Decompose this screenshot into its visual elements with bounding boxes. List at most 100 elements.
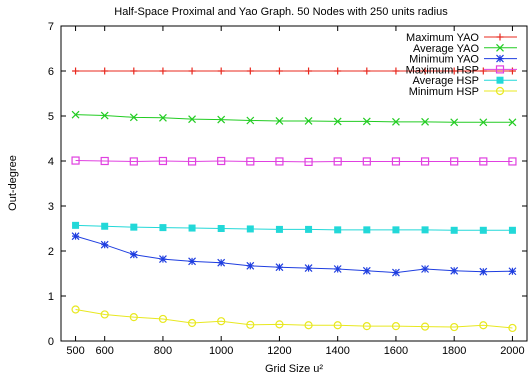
data-point <box>304 157 313 166</box>
data-point <box>305 67 313 75</box>
data-point <box>72 67 80 75</box>
data-point <box>391 157 401 166</box>
data-point <box>333 117 342 126</box>
data-point <box>71 232 80 241</box>
data-point <box>362 157 371 166</box>
data-point <box>333 157 342 166</box>
data-point <box>275 117 284 125</box>
series-line <box>75 160 513 163</box>
x-tick-label: 1000 <box>209 345 233 357</box>
data-point <box>334 67 342 75</box>
axis-ticks: 500 600 800 1000 1200 1400 1600 1800 2000 0 1 2 3 4 5 6… <box>48 21 527 357</box>
data-point <box>217 258 226 267</box>
series-6 <box>71 305 517 333</box>
data-point <box>392 268 400 277</box>
legend-label: Average YAO <box>413 43 479 55</box>
data-point <box>421 117 429 126</box>
data-point <box>100 310 109 319</box>
y-tick-label: 5 <box>48 111 54 123</box>
data-point <box>362 322 371 331</box>
legend-label: Maximum YAO <box>406 32 479 44</box>
data-point <box>421 265 429 273</box>
data-point <box>305 225 313 233</box>
data-point <box>217 67 225 75</box>
x-tick-label: 2000 <box>500 345 524 357</box>
data-point <box>72 221 80 229</box>
x-tick-label: 800 <box>154 345 172 357</box>
y-tick-label: 2 <box>48 246 54 258</box>
data-point <box>421 67 429 75</box>
legend-marker <box>495 65 505 74</box>
plot-frame <box>60 25 528 342</box>
data-point <box>246 320 255 329</box>
series-5 <box>72 221 516 234</box>
legend-marker <box>496 76 504 84</box>
data-point <box>187 157 197 166</box>
data-point <box>420 322 430 331</box>
data-point <box>391 322 401 331</box>
data-point <box>479 67 487 75</box>
data-point <box>362 266 371 275</box>
data-point <box>159 113 167 122</box>
data-point <box>100 111 109 120</box>
data-point <box>304 117 313 125</box>
data-point <box>158 156 168 166</box>
data-point <box>450 226 458 234</box>
data-point <box>187 318 197 328</box>
data-point <box>275 67 283 75</box>
data-point <box>71 305 80 314</box>
data-point <box>479 267 488 276</box>
data-point <box>304 264 313 273</box>
series-line <box>75 224 513 231</box>
series-1 <box>72 67 516 75</box>
legend-marker <box>496 33 504 41</box>
data-point <box>392 67 400 75</box>
data-point <box>100 240 109 249</box>
chart-title: Half-Space Proximal and Yao Graph. 50 No… <box>114 6 448 18</box>
data-point <box>129 250 138 259</box>
series-line <box>75 235 513 274</box>
data-point <box>246 116 255 125</box>
y-tick-label: 7 <box>48 21 54 33</box>
x-tick-label: 500 <box>66 345 84 357</box>
data-point <box>217 115 226 124</box>
data-point <box>246 157 255 166</box>
x-tick-label: 600 <box>96 345 114 357</box>
data-point <box>159 224 167 232</box>
data-point <box>101 67 109 75</box>
data-point <box>188 257 196 266</box>
y-axis-label: Out-degree <box>7 155 19 211</box>
y-tick-label: 3 <box>48 201 54 213</box>
data-point <box>130 67 138 75</box>
data-point <box>508 118 517 127</box>
series-line <box>75 309 513 329</box>
y-tick-label: 0 <box>48 336 54 348</box>
data-point <box>334 226 342 234</box>
data-point <box>130 223 138 231</box>
x-tick-label: 1800 <box>442 345 466 357</box>
data-point <box>188 115 196 124</box>
legend-marker <box>495 86 505 96</box>
data-point <box>362 117 371 126</box>
series-3 <box>71 232 517 277</box>
y-tick-label: 6 <box>48 66 54 78</box>
legend-label: Maximum HSP <box>406 64 479 76</box>
legend-label: Minimum HSP <box>409 86 479 98</box>
data-point <box>304 321 313 330</box>
data-point <box>479 226 487 234</box>
data-point <box>479 118 488 127</box>
y-tick-label: 4 <box>48 156 54 168</box>
data-point <box>450 322 459 332</box>
data-point <box>129 113 138 122</box>
data-point <box>71 110 80 119</box>
data-point <box>450 266 459 275</box>
data-point <box>363 67 371 75</box>
data-point <box>508 323 517 333</box>
legend-marker <box>496 43 504 52</box>
data-point <box>217 156 226 166</box>
data-point <box>71 156 80 165</box>
data-point <box>479 157 488 166</box>
series-4 <box>71 156 517 166</box>
data-point <box>246 67 254 75</box>
